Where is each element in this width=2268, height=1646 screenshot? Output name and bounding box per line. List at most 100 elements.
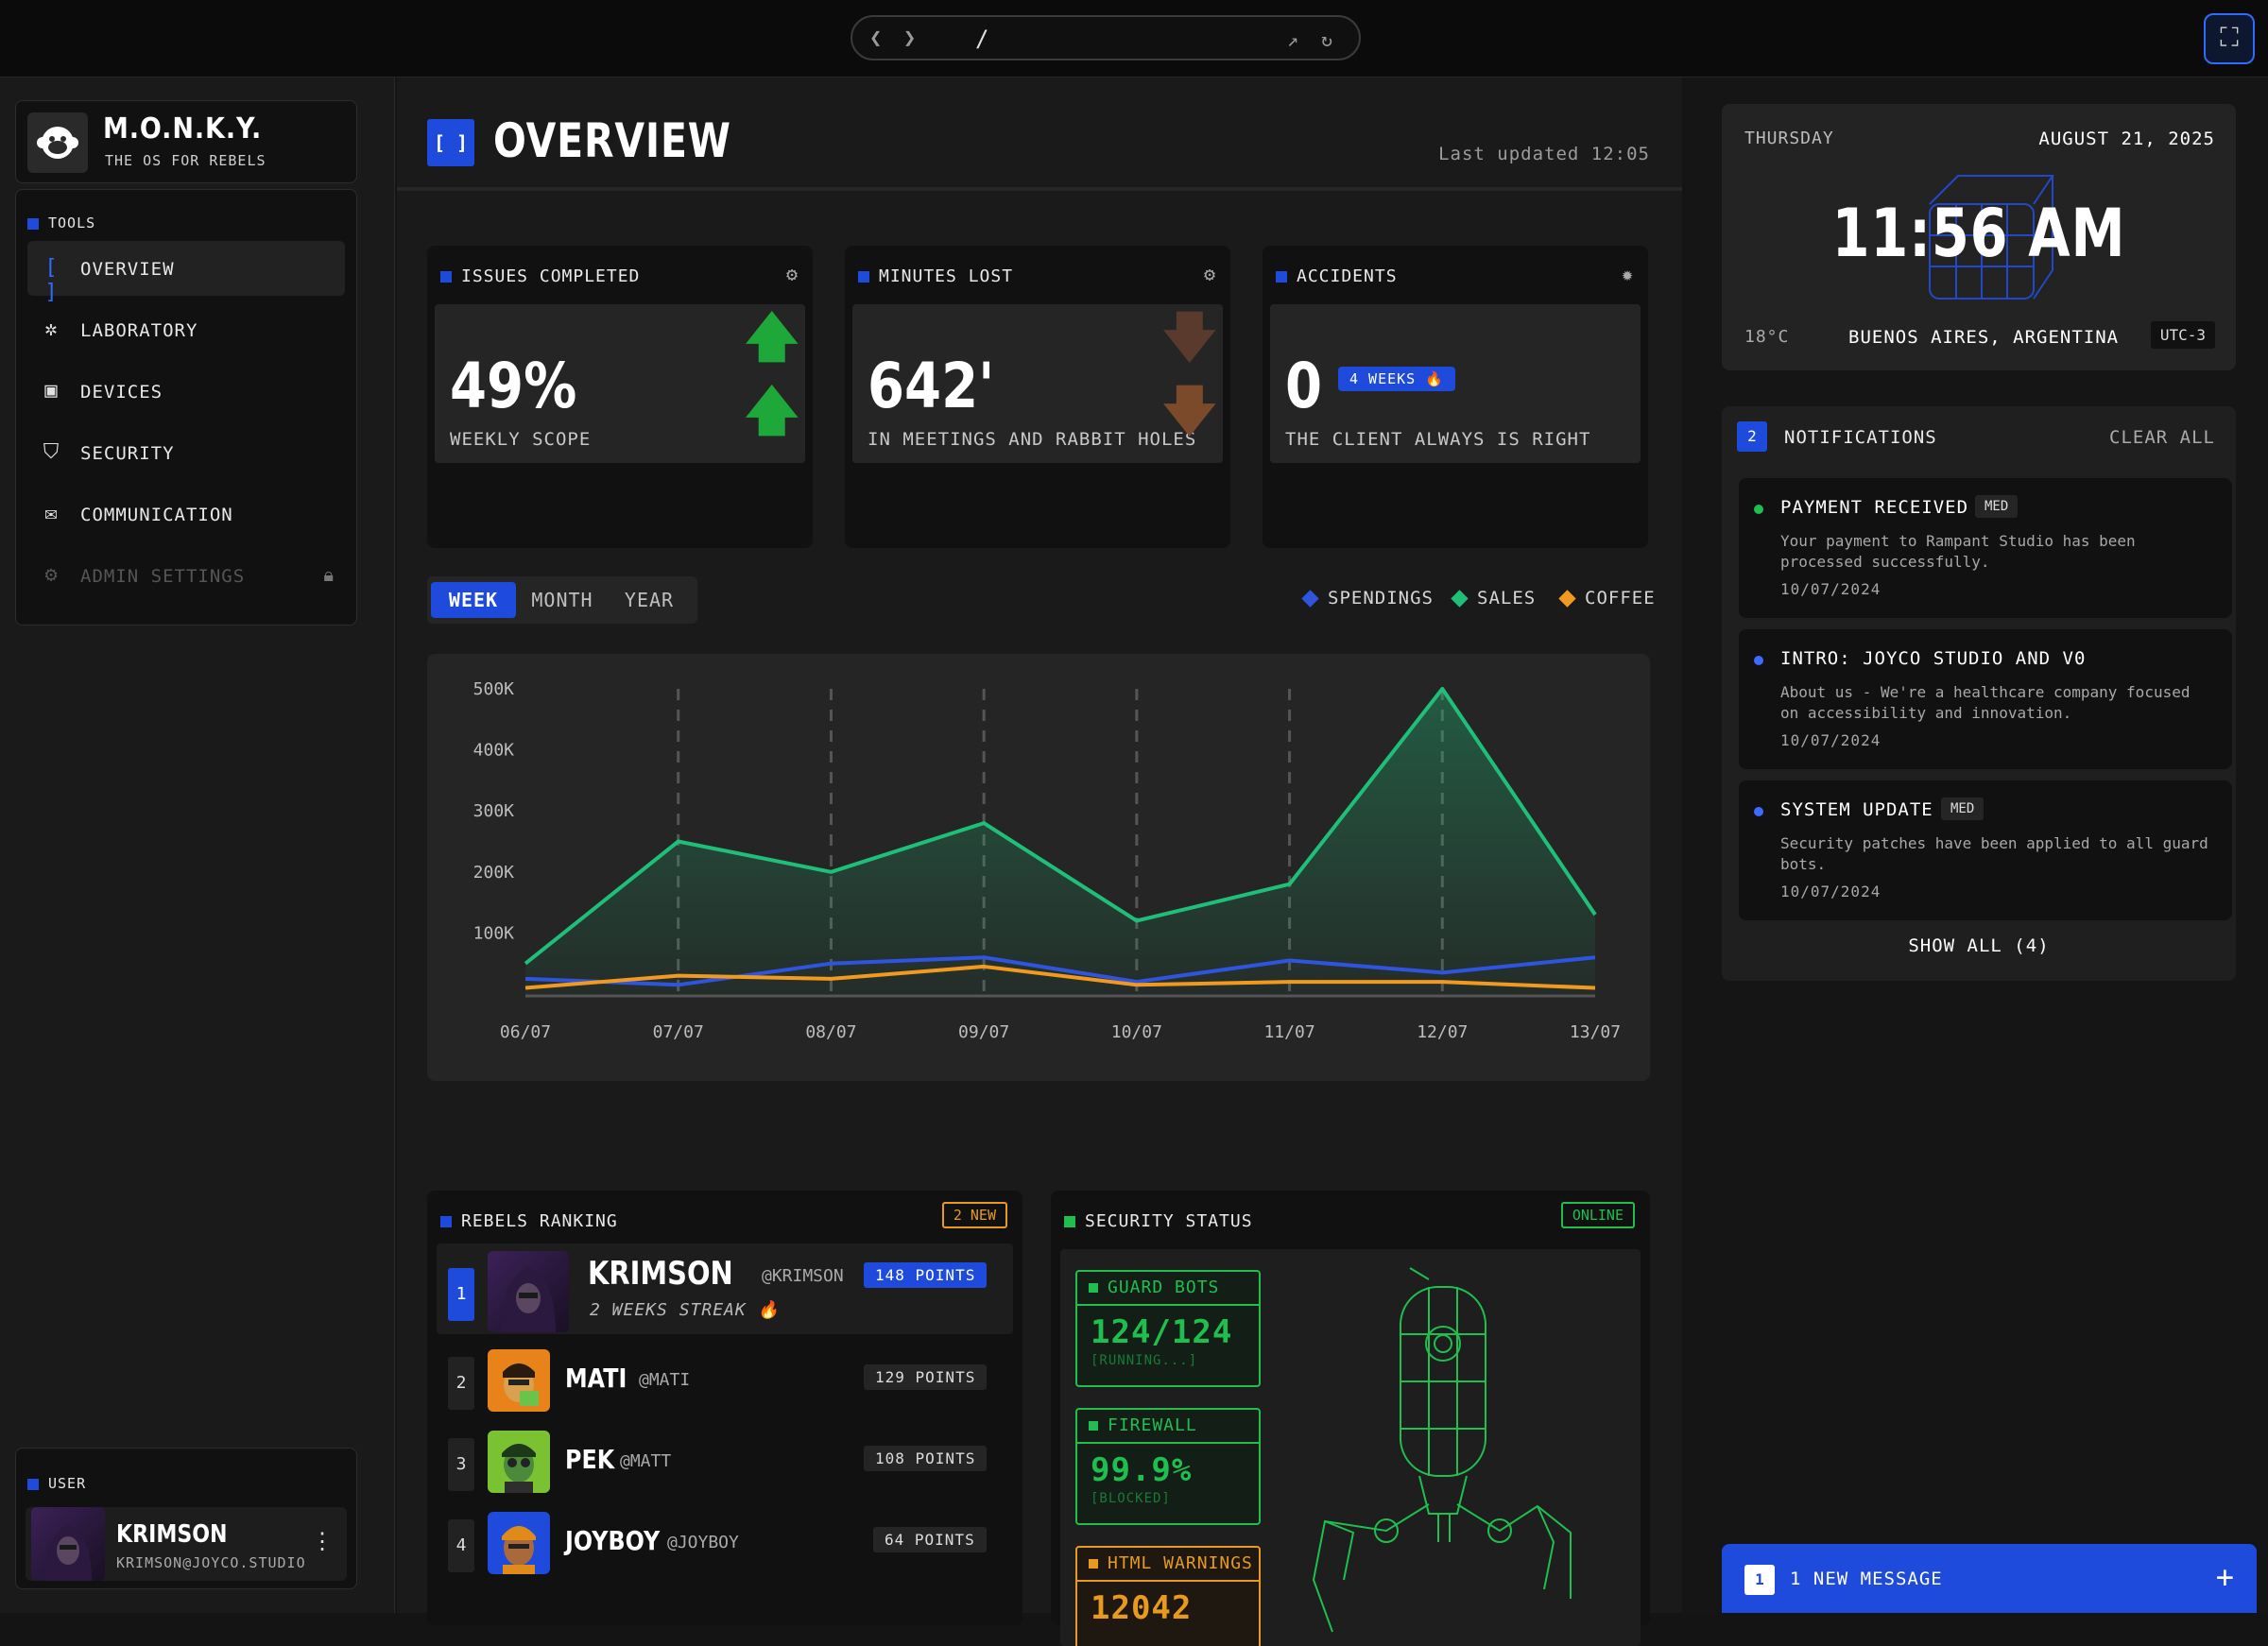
temperature: 18°C: [1744, 327, 1790, 347]
new-message-bar[interactable]: 1 1 NEW MESSAGE +: [1722, 1544, 2257, 1613]
tab-year[interactable]: YEAR: [624, 589, 675, 611]
stat-body: 49% WEEKLY SCOPE 🡅 🡅: [435, 304, 805, 463]
sidebar-item-label: DEVICES: [80, 382, 163, 403]
brackets-icon: [ ]: [44, 256, 58, 304]
clear-all-button[interactable]: CLEAR ALL: [2109, 427, 2215, 448]
notification-title: INTRO: JOYCO STUDIO AND V0: [1780, 648, 2087, 669]
x-tick-label: 13/07: [1570, 1022, 1621, 1042]
firewall-title: FIREWALL: [1077, 1410, 1259, 1444]
plus-icon[interactable]: +: [2215, 1559, 2234, 1595]
firewall-value: 99.9%: [1091, 1451, 1193, 1489]
series-line-sales: [524, 687, 1597, 966]
sidebar-item-label: ADMIN SETTINGS: [80, 566, 246, 587]
ranking-handle: @JOYBOY: [667, 1533, 739, 1552]
legend-spendings: SPENDINGS: [1301, 588, 1434, 609]
notifications-title: NOTIFICATIONS: [1784, 427, 1937, 448]
legend-coffee: COFFEE: [1558, 588, 1656, 609]
x-tick-label: 08/07: [805, 1022, 856, 1042]
tab-month[interactable]: MONTH: [531, 589, 593, 611]
settings-icon[interactable]: ⚙: [785, 263, 798, 285]
notification-item[interactable]: PAYMENT RECEIVED MED Your payment to Ram…: [1739, 478, 2232, 618]
shield-icon: ⛉: [43, 440, 60, 464]
x-tick-label: 10/07: [1111, 1022, 1162, 1042]
rank-number: 2: [448, 1357, 474, 1410]
stat-subtitle: THE CLIENT ALWAYS IS RIGHT: [1285, 429, 1591, 450]
ranking-row[interactable]: 2 MATI @MATI 129 POINTS: [437, 1349, 1013, 1415]
right-panel: THURSDAY AUGUST 21, 2025 11:56 AM 18°C B…: [1684, 77, 2268, 1613]
stat-subtitle: IN MEETINGS AND RABBIT HOLES: [868, 429, 1197, 450]
stat-body: 0 4 WEEKS 🔥 THE CLIENT ALWAYS IS RIGHT: [1270, 304, 1641, 463]
notification-desc: Security patches have been applied to al…: [1780, 834, 2208, 873]
ranking-name: KRIMSON: [588, 1255, 733, 1293]
ranking-handle: @KRIMSON: [762, 1266, 844, 1286]
robot-wireframe-icon: [1312, 1267, 1572, 1633]
reload-icon[interactable]: ↻: [1321, 28, 1333, 51]
guard-bots-title: GUARD BOTS: [1077, 1272, 1259, 1306]
sidebar-item-security[interactable]: ⛉ SECURITY: [27, 425, 345, 480]
rebels-ranking-panel: REBELS RANKING 2 NEW 1 KRIMSON @KRIMSON …: [427, 1191, 1022, 1625]
stat-title: ISSUES COMPLETED: [440, 266, 640, 286]
html-warnings-box: HTML WARNINGS 12042: [1075, 1546, 1261, 1646]
sidebar-item-label: SECURITY: [80, 443, 175, 464]
url-bar[interactable]: ❮ ❯ / ↗ ↻: [850, 15, 1361, 60]
chart-panel: 500K 400K 300K 200K 100K 06/07 07/07 08/07 09/07…: [427, 654, 1650, 1081]
url-path[interactable]: /: [975, 26, 989, 52]
x-tick-label: 06/07: [500, 1022, 551, 1042]
notification-date: 10/07/2024: [1780, 883, 1881, 900]
status-dot: [1754, 656, 1763, 665]
clock-widget: THURSDAY AUGUST 21, 2025 11:56 AM 18°C B…: [1722, 104, 2236, 370]
stat-value: 0: [1285, 350, 1323, 422]
html-warnings-title: HTML WARNINGS: [1077, 1548, 1259, 1582]
back-icon[interactable]: ❮: [869, 26, 883, 50]
tools-nav: TOOLS [ ] OVERVIEW ✲ LABORATORY ▣ DEVICE…: [15, 189, 357, 626]
stat-card-issues: ISSUES COMPLETED ⚙ 49% WEEKLY SCOPE 🡅 🡅: [427, 246, 813, 548]
security-title: SECURITY STATUS: [1064, 1211, 1253, 1231]
ranking-row[interactable]: 4 JOYBOY @JOYBOY 64 POINTS: [437, 1512, 1013, 1578]
cube-wireframe-icon: [1929, 175, 2054, 300]
bug-icon[interactable]: ✹: [1621, 263, 1633, 285]
avatar: [31, 1507, 105, 1581]
points-badge: 129 POINTS: [864, 1364, 988, 1390]
settings-icon[interactable]: ⚙: [1203, 263, 1215, 285]
status-dot: [1754, 505, 1763, 514]
ranking-row[interactable]: 3 PEK @MATT 108 POINTS: [437, 1431, 1013, 1497]
brand-card: M.O.N.K.Y. THE OS FOR REBELS: [15, 100, 357, 183]
show-all-button[interactable]: SHOW ALL (4): [1908, 935, 2050, 956]
rank-number: 4: [448, 1519, 474, 1572]
ranking-handle: @MATI: [639, 1370, 691, 1390]
main-content: [ ] OVERVIEW Last updated 12:05 ISSUES C…: [397, 77, 1682, 1646]
sidebar-item-overview[interactable]: [ ] OVERVIEW: [27, 241, 345, 304]
sidebar-item-communication[interactable]: ✉ COMMUNICATION: [27, 487, 345, 541]
stat-card-minutes: MINUTES LOST ⚙ 642' IN MEETINGS AND RABB…: [845, 246, 1230, 548]
y-tick-label: 400K: [473, 741, 515, 761]
new-badge: 2 NEW: [941, 1202, 1007, 1228]
ranking-name: PEK: [565, 1444, 615, 1475]
arrow-up-icon: 🡅: [745, 381, 799, 442]
arrow-up-icon: 🡅: [745, 307, 799, 369]
firewall-status: [BLOCKED]: [1091, 1491, 1171, 1506]
message-label: 1 NEW MESSAGE: [1790, 1569, 1943, 1589]
sidebar-item-label: LABORATORY: [80, 320, 198, 341]
notification-desc: About us - We're a healthcare company fo…: [1780, 683, 2191, 722]
stat-value: 49%: [450, 350, 577, 422]
notification-item[interactable]: INTRO: JOYCO STUDIO AND V0 About us - We…: [1739, 629, 2232, 769]
x-tick-label: 12/07: [1417, 1022, 1468, 1042]
rank-number: 1: [448, 1268, 474, 1321]
firewall-box: FIREWALL 99.9% [BLOCKED]: [1075, 1408, 1261, 1525]
avatar: [488, 1512, 550, 1574]
notification-date: 10/07/2024: [1780, 731, 1881, 749]
forward-icon[interactable]: ❯: [903, 26, 917, 50]
page-header: [ ] OVERVIEW Last updated 12:05: [397, 77, 1682, 191]
sidebar-item-label: COMMUNICATION: [80, 505, 233, 525]
open-external-icon[interactable]: ↗: [1287, 28, 1299, 51]
sidebar-item-devices[interactable]: ▣ DEVICES: [27, 364, 345, 419]
sidebar-item-laboratory[interactable]: ✲ LABORATORY: [27, 302, 345, 357]
ranking-row[interactable]: 1 KRIMSON @KRIMSON 2 WEEKS STREAK 🔥 148 …: [437, 1243, 1013, 1334]
more-options-icon[interactable]: ⋮: [311, 1528, 334, 1554]
series-line-spendings: [524, 955, 1596, 987]
mail-icon: ✉: [44, 502, 58, 525]
fullscreen-button[interactable]: ⛶: [2204, 13, 2255, 64]
user-card[interactable]: KRIMSON KRIMSON@JOYCO.STUDIO ⋮: [26, 1507, 347, 1581]
tab-week[interactable]: WEEK: [431, 582, 516, 618]
notification-item[interactable]: SYSTEM UPDATE MED Security patches have …: [1739, 780, 2232, 920]
